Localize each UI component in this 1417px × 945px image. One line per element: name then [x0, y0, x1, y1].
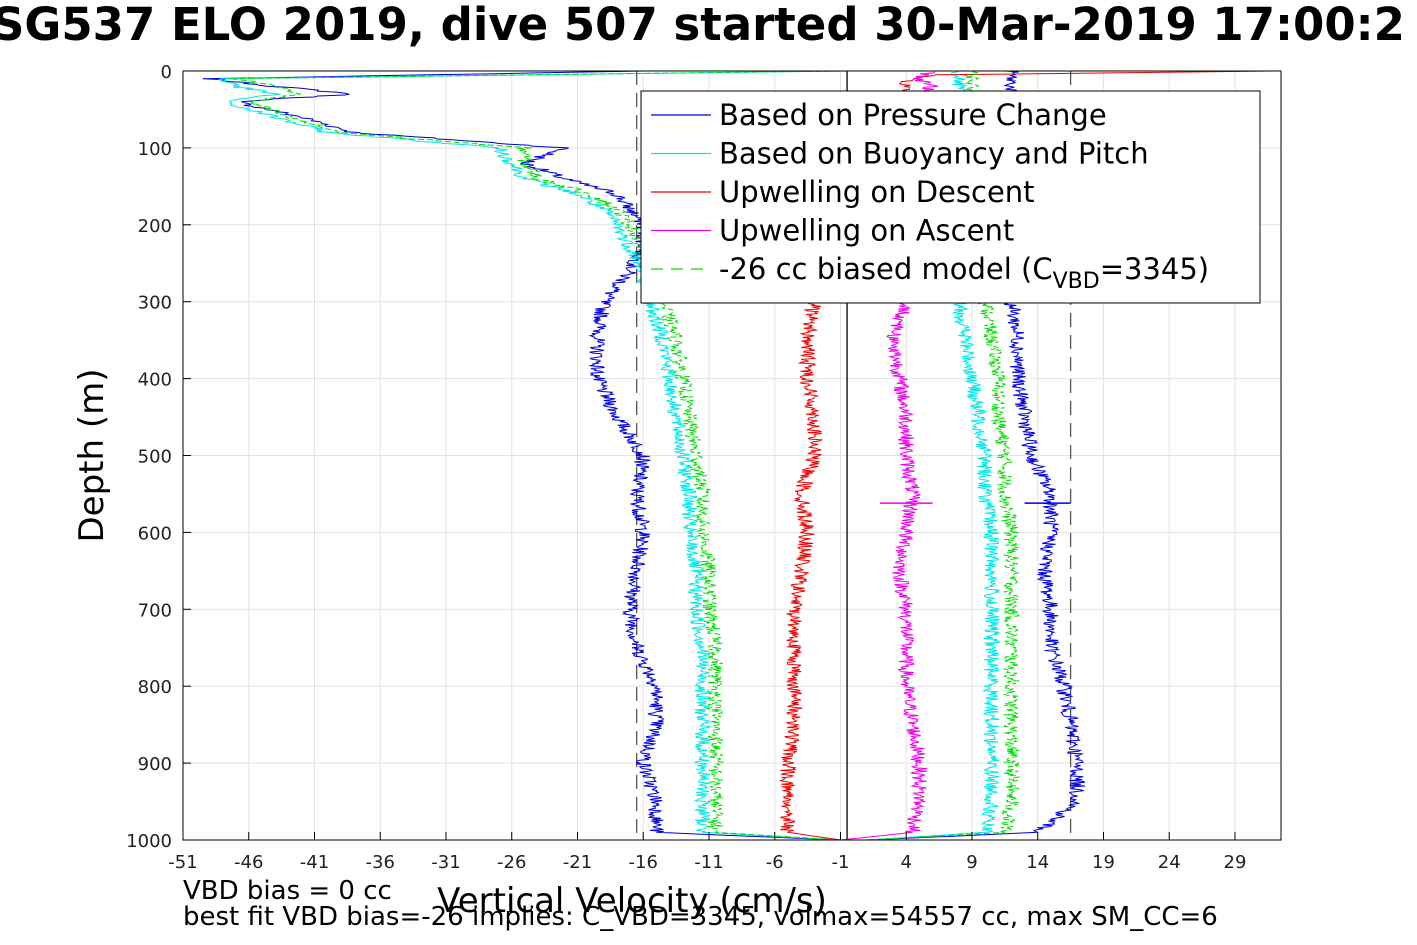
- series-line-3-0: [913, 70, 939, 95]
- y-tick-label: 600: [138, 523, 172, 544]
- series-line-1-0: [218, 70, 846, 841]
- y-tick-label: 1000: [126, 831, 172, 852]
- series-line-2-1: [898, 70, 1272, 95]
- x-tick-label: -51: [168, 852, 197, 873]
- x-tick-label: -26: [497, 852, 526, 873]
- series-line-4-0: [229, 70, 849, 841]
- chart-title-text: SG537 ELO 2019, dive 507 started 30-Mar-…: [0, 0, 1405, 51]
- x-tick-label: 4: [901, 852, 912, 873]
- x-tick-label: 9: [966, 852, 977, 873]
- legend-label: Upwelling on Descent: [719, 175, 1035, 209]
- x-tick-label: -46: [234, 852, 263, 873]
- x-tick-label: -41: [300, 852, 329, 873]
- x-tick-label: -36: [366, 852, 395, 873]
- y-tick-label: 400: [138, 370, 172, 391]
- legend-label: Based on Pressure Change: [719, 98, 1107, 132]
- y-tick-label: 900: [138, 754, 172, 775]
- x-tick-label: 24: [1158, 852, 1181, 873]
- x-axis-label: Vertical Velocity (cm/s): [437, 881, 827, 921]
- legend-label: Based on Buoyancy and Pitch: [719, 137, 1149, 171]
- series-line-0-0: [202, 70, 841, 841]
- series-line-3-1: [840, 301, 928, 841]
- x-tick-label: 29: [1224, 852, 1247, 873]
- y-tick-label: 100: [138, 139, 172, 160]
- y-axis-label: Depth (m): [72, 368, 112, 542]
- chart-title: SG537 ELO 2019, dive 507 started 30-Mar-…: [0, 0, 1417, 60]
- x-tick-label: -21: [563, 852, 592, 873]
- y-tick-label: 500: [138, 447, 172, 468]
- y-tick-label: 800: [138, 677, 172, 698]
- y-tick-label: 300: [138, 293, 172, 314]
- y-tick-labels: 0 100 200 300 400 500 600 700 800 900 1000: [126, 62, 191, 852]
- x-tick-label: -1: [832, 852, 850, 873]
- legend-suffix: =3345): [1100, 252, 1209, 286]
- x-tick-label: 14: [1026, 852, 1049, 873]
- y-tick-label: 700: [138, 600, 172, 621]
- x-tick-label: 19: [1092, 852, 1115, 873]
- y-tick-label: 0: [161, 62, 172, 83]
- x-tick-label: -31: [431, 852, 460, 873]
- legend: Based on Pressure Change Based on Buoyanc…: [640, 90, 1261, 304]
- y-tick-label: 200: [138, 216, 172, 237]
- footer-best-fit: best fit VBD bias=-26 implies: C_VBD=334…: [183, 902, 1218, 932]
- footer-vbd-bias: VBD bias = 0 cc: [183, 876, 392, 906]
- x-tick-labels: -51 -46 -41 -36 -31 -26 -21 -16 -11 -6 -1 4 9 14 19 24 2…: [168, 832, 1246, 873]
- x-tick-label: -16: [629, 852, 658, 873]
- series-line-2-0: [778, 301, 841, 841]
- x-tick-label: -11: [694, 852, 723, 873]
- legend-subscript: VBD: [1053, 269, 1100, 294]
- legend-label: Upwelling on Ascent: [719, 214, 1014, 248]
- x-tick-label: -6: [766, 852, 784, 873]
- legend-box: [640, 90, 1261, 304]
